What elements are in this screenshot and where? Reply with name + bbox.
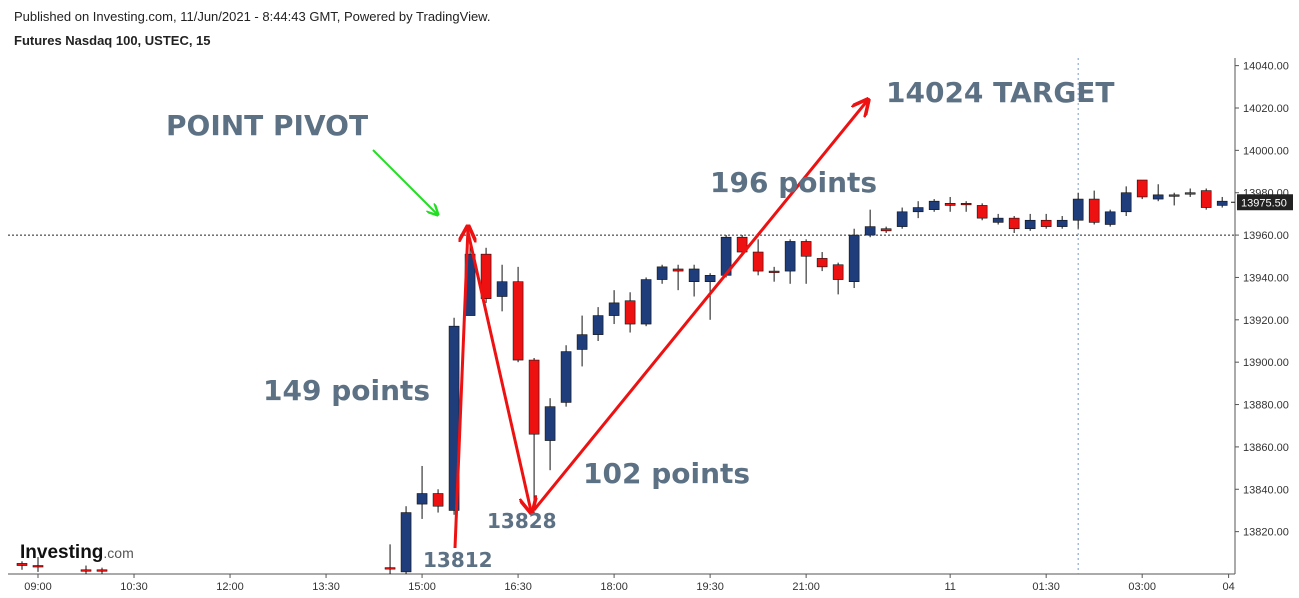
candle-body: [528, 359, 540, 435]
y-tick-label: 14020.00: [1243, 103, 1289, 115]
target-arrow: [532, 101, 867, 511]
candle-body: [880, 228, 892, 232]
candle-body: [1120, 192, 1132, 213]
annotation: 13812: [423, 548, 493, 572]
candle-body: [400, 512, 412, 573]
candle-body: [816, 258, 828, 268]
candle-body: [496, 281, 508, 297]
x-tick-label: 13:30: [312, 581, 340, 593]
candle-body: [992, 217, 1004, 223]
y-tick-label: 13900.00: [1243, 357, 1289, 369]
x-tick-label: 09:00: [24, 581, 52, 593]
x-tick-label: 19:30: [696, 581, 724, 593]
candle-body: [704, 275, 716, 282]
y-tick-label: 13860.00: [1243, 442, 1289, 454]
candle-body: [1104, 211, 1116, 225]
candle-body: [432, 493, 444, 507]
candle-body: [1088, 198, 1100, 223]
annotation: 196 points: [710, 166, 877, 199]
candle-body: [608, 302, 620, 316]
x-tick-label: 21:00: [792, 581, 820, 593]
y-tick-label: 13940.00: [1243, 272, 1289, 284]
candle-body: [912, 207, 924, 213]
candle-body: [1200, 190, 1212, 208]
candle-body: [1024, 219, 1036, 230]
candle-body: [896, 211, 908, 227]
candle-body: [672, 268, 684, 272]
candle-body: [864, 226, 876, 236]
x-tick-label: 04: [1222, 581, 1234, 593]
candle-body: [480, 253, 492, 299]
candle-body: [1056, 219, 1068, 227]
annotation: 13828: [487, 509, 557, 533]
candle-body: [1152, 194, 1164, 200]
annotation: 149 points: [263, 374, 430, 407]
candle-body: [784, 241, 796, 272]
y-tick-label: 13920.00: [1243, 315, 1289, 327]
candle-body: [656, 266, 668, 280]
x-tick-label: 18:00: [600, 581, 628, 593]
drawings: [372, 101, 867, 549]
x-tick-label: 03:00: [1128, 581, 1156, 593]
candle-body: [928, 200, 940, 210]
candle-body: [512, 281, 524, 361]
x-tick-label: 10:30: [120, 581, 148, 593]
x-tick-label: 12:00: [216, 581, 244, 593]
y-tick-label: 13820.00: [1243, 527, 1289, 539]
x-tick-label: 15:00: [408, 581, 436, 593]
y-tick-label: 14000.00: [1243, 145, 1289, 157]
candle-body: [960, 203, 972, 206]
annotation: POINT PIVOT: [166, 109, 368, 142]
candle-body: [416, 493, 428, 505]
candle-body: [96, 569, 108, 572]
candle-body: [560, 351, 572, 403]
candle-body: [1008, 217, 1020, 230]
x-tick-label: 16:30: [504, 581, 532, 593]
candle-body: [688, 268, 700, 282]
x-tick-label: 01:30: [1032, 581, 1060, 593]
y-tick-label: 14040.00: [1243, 61, 1289, 73]
candle-body: [800, 241, 812, 257]
pivot-arrow: [372, 149, 437, 214]
y-tick-label: 13840.00: [1243, 484, 1289, 496]
logo: Investing.com: [20, 542, 134, 563]
candle-body: [752, 251, 764, 272]
candle-body: [80, 569, 92, 572]
candle-body: [976, 205, 988, 219]
candle-body: [768, 270, 780, 273]
candle-body: [544, 406, 556, 441]
candle-body: [944, 203, 956, 206]
candle-body: [1136, 179, 1148, 198]
candle-body: [1184, 192, 1196, 195]
candle-body: [640, 279, 652, 325]
candle-body: [1040, 219, 1052, 227]
candle-body: [1168, 194, 1180, 197]
annotation: 14024 TARGET: [886, 76, 1115, 109]
x-tick-label: 11: [944, 581, 955, 593]
rise-arrow: [453, 228, 468, 549]
candle-body: [624, 300, 636, 325]
candle-body: [1072, 198, 1084, 221]
candle-body: [576, 334, 588, 350]
candle-body: [832, 264, 844, 280]
drop-arrow: [466, 231, 531, 511]
candle-body: [32, 565, 44, 568]
candle-body: [16, 563, 28, 566]
logo-suffix: .com: [103, 545, 133, 561]
last-price-tag: [1237, 194, 1293, 211]
candle-body: [848, 234, 860, 282]
y-tick-label: 13960.00: [1243, 230, 1289, 242]
candle-body: [384, 567, 396, 570]
annotation: 102 points: [583, 457, 750, 490]
published-line: Published on Investing.com, 11/Jun/2021 …: [14, 9, 490, 24]
candle-body: [1216, 200, 1228, 206]
last-price-label: 13975.50: [1241, 197, 1287, 209]
y-tick-label: 13880.00: [1243, 400, 1289, 412]
candle-body: [592, 315, 604, 335]
instrument: Futures Nasdaq 100, USTEC, 15: [14, 33, 211, 48]
logo-name: Investing: [20, 542, 103, 563]
